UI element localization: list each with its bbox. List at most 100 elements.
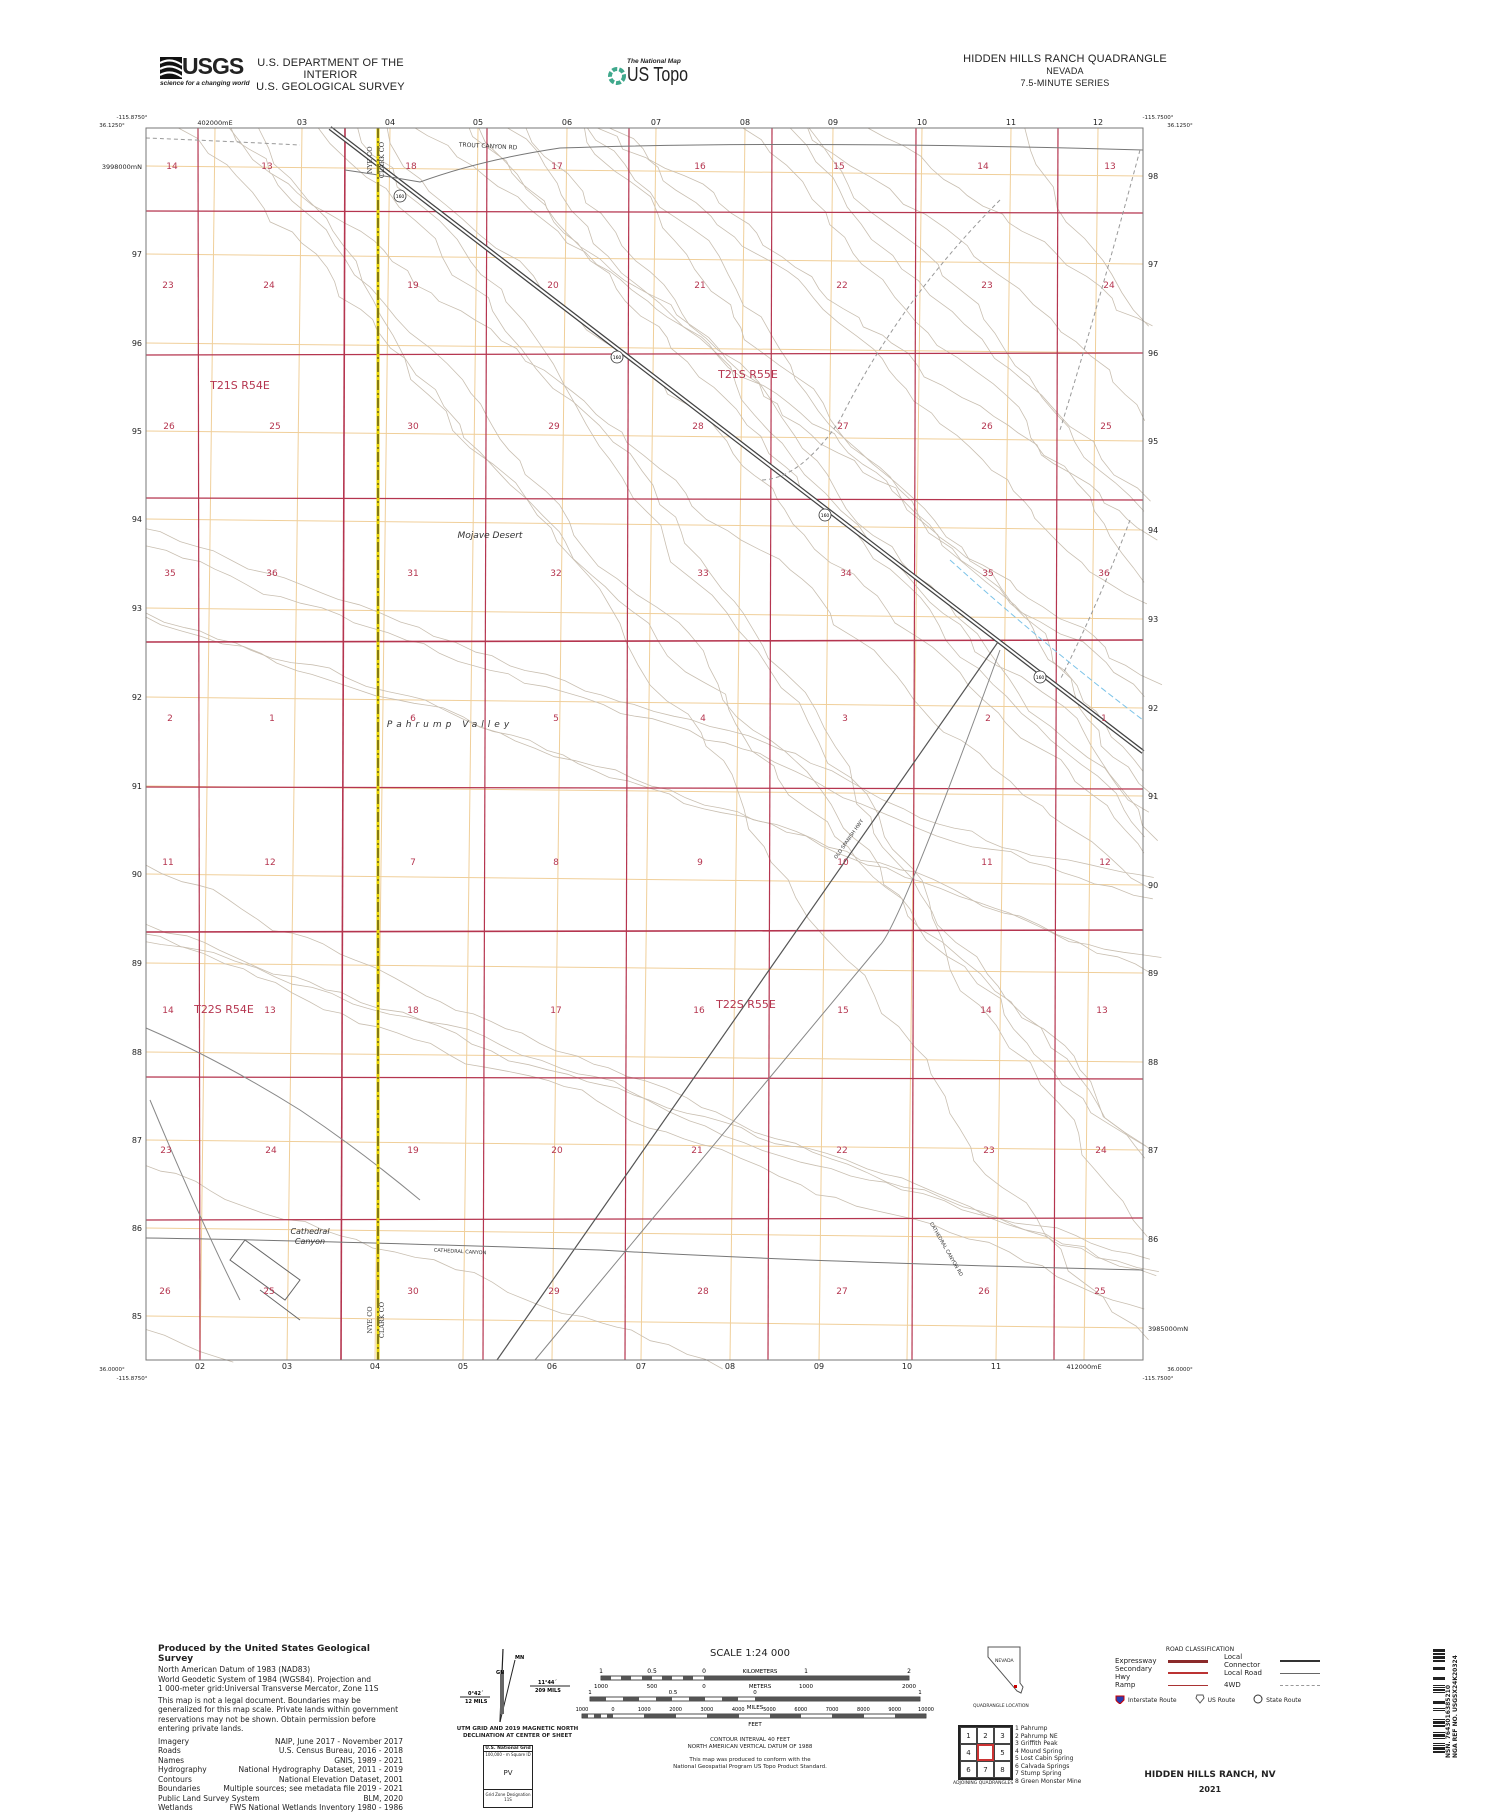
barcode-bar (1433, 1708, 1445, 1709)
road-class-label: Expressway (1115, 1657, 1157, 1665)
nga-ref-number: NGA REF NO. USGSX24K20324 (1452, 1655, 1459, 1758)
route-160-shield-icon: 160 (393, 189, 407, 203)
barcode-bar (1433, 1734, 1445, 1737)
contour-line (808, 127, 1145, 512)
utm-northing-line (145, 1139, 1144, 1151)
utm-easting-line (995, 127, 1012, 1361)
section-number: 16 (694, 162, 706, 172)
scale-bar-segment (770, 1714, 801, 1718)
collar-label: 87 (1148, 1146, 1158, 1155)
county-label: NYE CO (366, 1306, 374, 1333)
state-route-shield-icon (1253, 1694, 1263, 1706)
barcode-bar (1433, 1653, 1445, 1655)
contour-line (178, 127, 1147, 1147)
road-class-label: Local Road (1224, 1669, 1262, 1677)
section-number: 14 (162, 1006, 174, 1016)
barcode-bar (1433, 1719, 1445, 1720)
feet-tick: 4000 (732, 1707, 745, 1713)
section-number: 22 (836, 281, 847, 291)
road-class-title: ROAD CLASSIFICATION (1165, 1646, 1235, 1653)
contour-line (230, 127, 1152, 890)
credit-row: Imagery NAIP, June 2017 - November 2017 (158, 1737, 403, 1747)
scale-bar-segment (656, 1697, 672, 1701)
road-name: CATHEDRAL CANYON (434, 1248, 487, 1257)
road-class-label: 4WD (1224, 1681, 1241, 1689)
scale-bar-segment (755, 1697, 920, 1701)
collar-label: 86 (132, 1224, 142, 1233)
barcode-bar (1433, 1660, 1445, 1662)
utm-northing-line (145, 342, 1144, 354)
disclaimer-line: entering private lands. (158, 1724, 244, 1733)
township-range-label: T21S R55E (717, 368, 778, 381)
scale-bar-segment (689, 1697, 705, 1701)
section-number: 2 (985, 714, 991, 724)
scale-bar-segment (642, 1676, 652, 1680)
usng-title: U.S. National Grid (484, 1746, 532, 1752)
section-line (197, 127, 201, 1361)
collar-label: 94 (132, 515, 142, 524)
section-line (145, 210, 1144, 214)
contour-line (145, 933, 1151, 1260)
collar-label: 07 (651, 118, 661, 127)
scale-bar-segment (582, 1714, 588, 1718)
adjoining-cell: 3 (994, 1727, 1011, 1744)
barcode-bar (1433, 1685, 1445, 1686)
declination-diagram: MN GN 0°42´ 12 MILS 11°44´ 209 MILS UTM … (455, 1644, 580, 1809)
section-number: 13 (264, 1006, 275, 1016)
utm-easting-line (640, 127, 657, 1361)
place-name: Pahrump Valley (387, 720, 513, 730)
section-number: 6 (410, 714, 416, 724)
barcode-bar (1433, 1725, 1445, 1727)
interstate-shield-icon (1115, 1695, 1125, 1706)
barcode-bar (1433, 1745, 1445, 1746)
section-number: 25 (1100, 422, 1111, 432)
collar-label: 36.1250° (99, 123, 125, 129)
place-name: Canyon (295, 1237, 325, 1246)
contour-line (145, 1165, 723, 1370)
feet-tick: 1000 (638, 1707, 651, 1713)
credit-item: Wetlands (158, 1803, 193, 1812)
road-symbol (1168, 1659, 1208, 1663)
section-number: 28 (692, 422, 704, 432)
route-number: 160 (1036, 675, 1045, 681)
feet-tick: 0 (611, 1707, 614, 1713)
adjoining-quad-name: 4 Mound Spring (1015, 1747, 1063, 1755)
meter-tick: 500 (647, 1684, 658, 1690)
scale-bar-segment (601, 1676, 611, 1680)
utm-easting-line (286, 127, 303, 1361)
credit-source: BLM, 2020 (363, 1793, 403, 1803)
section-number: 27 (836, 1287, 847, 1297)
road-symbol (1280, 1660, 1320, 1662)
route-legend-label: Interstate Route (1128, 1696, 1177, 1704)
credit-source: FWS National Wetlands Inventory 1980 - 1… (229, 1803, 403, 1812)
scale-bar-segment (590, 1697, 606, 1701)
feet-tick: 1000 (576, 1707, 589, 1713)
contour-line (145, 864, 1159, 1272)
collar-label: 09 (814, 1362, 824, 1371)
collar-label: 93 (132, 604, 142, 613)
section-number: 1 (1101, 714, 1107, 724)
agency-name: U.S. GEOLOGICAL SURVEY (256, 81, 405, 93)
contour-line (145, 923, 1157, 1277)
contour-line (468, 127, 1145, 697)
scale-bar-segment (644, 1714, 676, 1718)
contour-line (1024, 127, 1149, 327)
feet-tick: 5000 (763, 1707, 776, 1713)
contour-line (145, 545, 1153, 900)
credit-source: U.S. Census Bureau, 2016 - 2018 (278, 1746, 403, 1755)
road-class-item: Ramp (1115, 1679, 1208, 1691)
gzd-label: Grid Zone Designation (484, 1789, 532, 1797)
section-number: 35 (164, 569, 175, 579)
usng-subtitle: 100,000 - m Square ID (485, 1752, 531, 1757)
road-class-item: 4WD (1224, 1679, 1320, 1691)
credit-item: Imagery (158, 1736, 190, 1746)
contour-line (525, 127, 1150, 813)
current-quadrangle-cell (977, 1744, 994, 1761)
credit-item: Contours (158, 1774, 192, 1784)
collar-label: 89 (1148, 969, 1158, 978)
collar-label: 88 (132, 1048, 142, 1057)
credit-source: GNIS, 1989 - 2021 (334, 1755, 403, 1765)
